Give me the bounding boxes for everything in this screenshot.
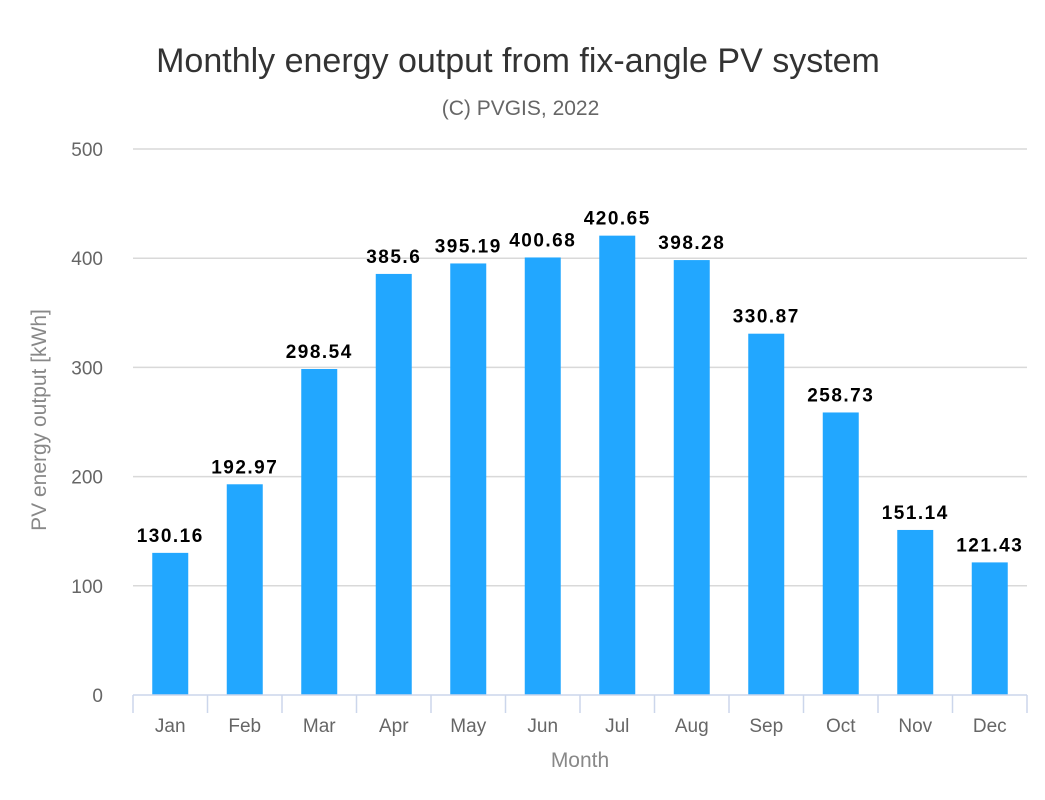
bar-nov (897, 529, 934, 695)
data-label: 298.54 (286, 342, 353, 363)
chart-subtitle: (C) PVGIS, 2022 (441, 97, 600, 120)
x-tick-label: Apr (379, 716, 409, 737)
data-label: 420.65 (584, 209, 651, 230)
y-tick-label: 0 (92, 686, 103, 707)
bar-aug (673, 260, 710, 695)
data-label: 151.14 (882, 503, 949, 524)
y-axis-title: PV energy output [kWh] (28, 309, 51, 531)
x-tick-label: Jun (527, 716, 558, 737)
x-tick-label: Aug (675, 716, 709, 737)
x-axis-title: Month (551, 749, 609, 772)
bar-jan (152, 552, 189, 695)
x-tick-label: Mar (303, 716, 336, 737)
bars (152, 235, 1008, 695)
x-tick-label: Oct (826, 716, 856, 737)
y-tick-label: 100 (71, 577, 103, 598)
data-label: 400.68 (509, 230, 576, 251)
x-tick-label: Feb (228, 716, 261, 737)
bar-feb (226, 484, 263, 695)
bar-jul (599, 235, 636, 695)
bar-jun (524, 257, 561, 695)
y-tick-label: 400 (71, 249, 103, 270)
x-tick-label: Jul (605, 716, 629, 737)
bar-dec (971, 562, 1008, 695)
data-label: 385.6 (366, 247, 421, 268)
data-label: 130.16 (137, 526, 204, 547)
y-tick-label: 300 (71, 358, 103, 379)
data-label: 395.19 (435, 236, 502, 257)
y-axis-ticks: 0 100 200 300 400 500 (71, 140, 103, 707)
x-tick-label: Jan (155, 716, 186, 737)
x-tick-label: Sep (749, 716, 783, 737)
bar-apr (375, 273, 412, 695)
x-tick-label: May (450, 716, 486, 737)
data-label: 121.43 (956, 535, 1023, 556)
data-label: 398.28 (658, 233, 725, 254)
bar-may (450, 263, 487, 695)
y-tick-label: 200 (71, 468, 103, 489)
y-tick-label: 500 (71, 140, 103, 161)
gridlines (133, 148, 1027, 587)
x-axis: Jan Feb Mar Apr May Jun Jul Aug Sep Oct Nov Dec (132, 694, 1028, 737)
bar-sep (748, 333, 785, 695)
bar-mar (301, 368, 338, 695)
x-tick-label: Dec (973, 716, 1007, 737)
bar-oct (822, 412, 859, 695)
x-tick-label: Nov (898, 716, 932, 737)
data-label: 192.97 (211, 457, 278, 478)
chart-title: Monthly energy output from fix-angle PV … (156, 42, 880, 80)
data-label: 258.73 (807, 385, 874, 406)
data-label: 330.87 (733, 307, 800, 328)
data-labels: 130.16 192.97 298.54 385.6 395.19 400.68 420.6… (137, 209, 1023, 557)
